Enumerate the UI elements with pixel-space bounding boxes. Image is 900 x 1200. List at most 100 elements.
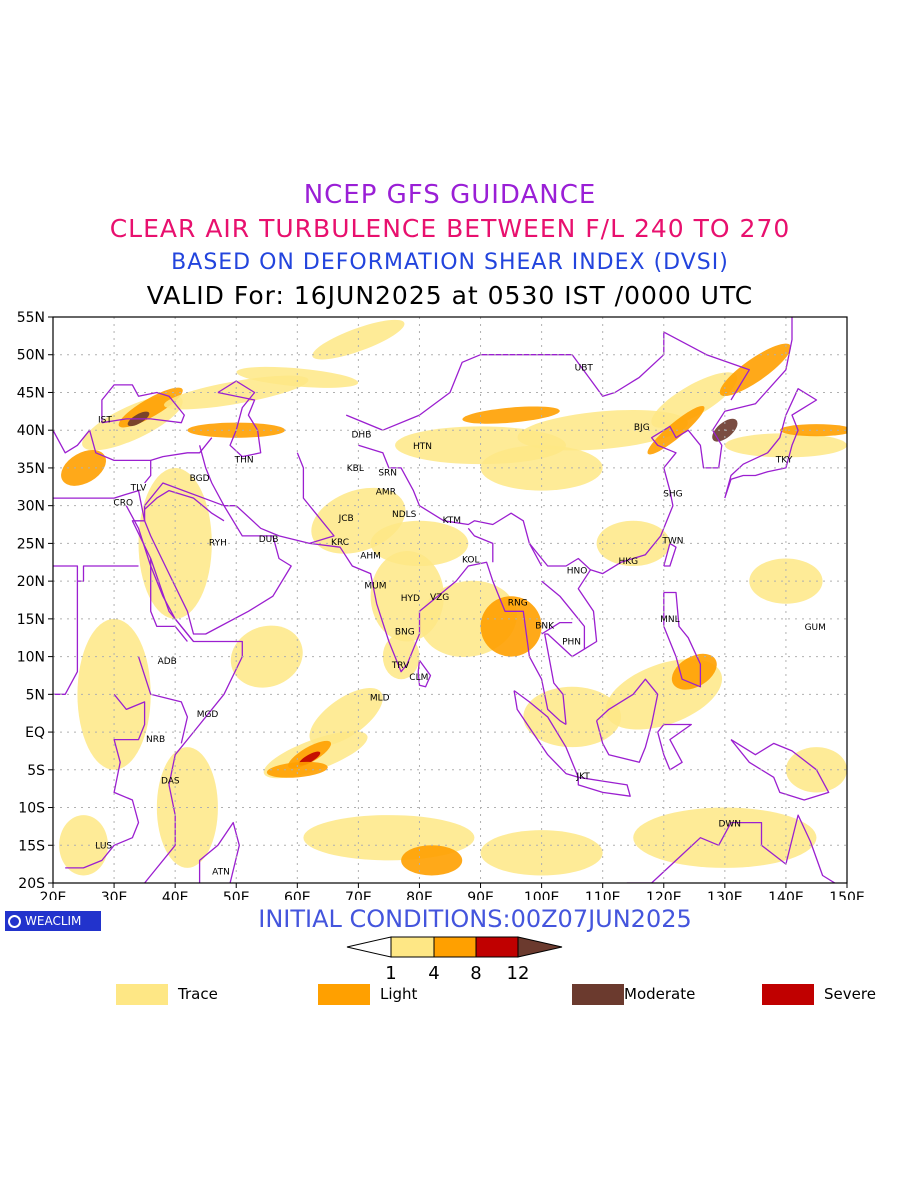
boundary-line [657, 723, 692, 771]
x-tick-label: 30E [101, 890, 128, 900]
station-label: PHN [562, 638, 581, 648]
turbulence-patch [724, 433, 847, 458]
y-tick-label: 45N [17, 385, 45, 401]
turbulence-patch [236, 366, 359, 388]
y-tick-label: 20S [18, 876, 45, 892]
boundary-line [224, 505, 567, 726]
turbulence-patch [651, 372, 738, 428]
station-label: VZG [430, 593, 449, 603]
turbulence-patch [230, 625, 303, 688]
legend-light: Light [318, 983, 417, 1005]
boundary-line [198, 821, 240, 883]
y-tick-label: EQ [25, 725, 45, 741]
legend-light-label: Light [380, 985, 418, 1003]
station-label: SRN [378, 468, 397, 478]
station-label: JKT [575, 772, 590, 782]
station-label: RNG [508, 598, 528, 608]
y-tick-label: 15N [17, 612, 45, 628]
title-line-2: CLEAR AIR TURBULENCE BETWEEN F/L 240 TO … [109, 214, 791, 243]
station-label: AHM [360, 551, 381, 561]
turbulence-map: 20E 30E 40E 50E 60E 70E 80E 90E 100E 110E 120E 130E… [17, 310, 865, 900]
legend-trace: Trace [116, 983, 218, 1005]
logo-circle-icon [8, 914, 21, 928]
turbulence-patch [480, 596, 542, 657]
station-label: BGD [190, 474, 210, 484]
y-tick-label: 5S [27, 763, 45, 779]
boundary-line [53, 429, 152, 484]
turbulence-patch [647, 405, 705, 455]
weaclim-logo: WEACLIM [5, 911, 101, 931]
station-label: BNK [535, 622, 555, 632]
legend-moderate-swatch [572, 983, 624, 1005]
title-line-1: NCEP GFS GUIDANCE [303, 180, 597, 210]
colorbar-tick-label: 12 [507, 963, 530, 984]
boundary-line [137, 656, 189, 744]
x-tick-label: 120E [646, 890, 682, 900]
station-label: DHB [352, 431, 372, 441]
turbulence-patch [266, 761, 328, 778]
station-label: HYD [401, 594, 420, 604]
station-label: IST [98, 416, 112, 426]
station-label: UBT [575, 364, 594, 374]
station-label: KBL [347, 464, 364, 474]
boundary-line [101, 384, 185, 424]
station-label: KOL [462, 555, 480, 565]
turbulence-patch [401, 845, 463, 876]
station-label: HTN [413, 442, 432, 452]
x-tick-label: 130E [707, 890, 743, 900]
x-tick-label: 20E [40, 890, 67, 900]
boundary-line [150, 558, 188, 642]
turbulence-patch [480, 830, 603, 876]
boundary-line [77, 565, 139, 582]
y-tick-label: 15S [18, 838, 45, 854]
turbulence-patch [749, 558, 823, 604]
colorbar-segment [433, 936, 477, 958]
turbulence-patch [480, 445, 603, 491]
station-label: TWN [661, 536, 683, 546]
legend-severe-label: Severe [824, 985, 876, 1003]
turbulence-patch [59, 815, 108, 876]
turbulence-patch [309, 687, 383, 746]
initial-conditions: INITIAL CONDITIONS:00Z07JUN2025 [258, 905, 692, 933]
turbulence-patch [370, 520, 469, 567]
station-label: TKY [775, 456, 793, 466]
turbulence-patch [633, 807, 817, 868]
boundary-line [125, 505, 195, 642]
station-label: NRB [146, 735, 165, 745]
x-tick-label: 150E [829, 890, 865, 900]
station-label: THN [234, 456, 254, 466]
turbulence-patch [523, 686, 622, 748]
colorbar-right-arrow [517, 936, 563, 958]
station-label: ATN [212, 868, 230, 878]
boundary-line [626, 814, 836, 883]
y-tick-label: 10S [18, 801, 45, 817]
x-axis: 20E 30E 40E 50E 60E 70E 80E 90E 100E 110E 120E 130E… [40, 883, 865, 900]
boundary-line [467, 527, 494, 563]
station-label: BJG [634, 423, 650, 433]
station-label: KRC [331, 538, 349, 548]
turbulence-patch [596, 520, 670, 567]
station-label: DWN [718, 819, 741, 829]
y-tick-label: 20N [17, 574, 45, 590]
x-tick-label: 60E [284, 890, 311, 900]
legend-severe-swatch [762, 983, 814, 1005]
boundary-line [577, 776, 631, 797]
legend-trace-swatch [116, 983, 168, 1005]
y-tick-label: 55N [17, 310, 45, 326]
station-label: LUS [95, 841, 112, 851]
station-label: MGD [197, 710, 219, 720]
turbulence-patch [719, 343, 792, 397]
boundary-line [345, 331, 750, 431]
station-label: NDLS [392, 510, 417, 520]
station-label: KTM [443, 516, 461, 526]
station-label: DUB [259, 535, 279, 545]
y-tick-label: 10N [17, 650, 45, 666]
boundary-line [65, 693, 146, 869]
station-label: SHG [663, 490, 682, 500]
turbulence-patch [462, 406, 560, 424]
legend-moderate: Moderate [572, 983, 695, 1005]
station-label: RYH [209, 539, 227, 549]
station-label: TLV [130, 484, 148, 494]
boundary-line [730, 739, 830, 801]
x-tick-label: 50E [223, 890, 250, 900]
